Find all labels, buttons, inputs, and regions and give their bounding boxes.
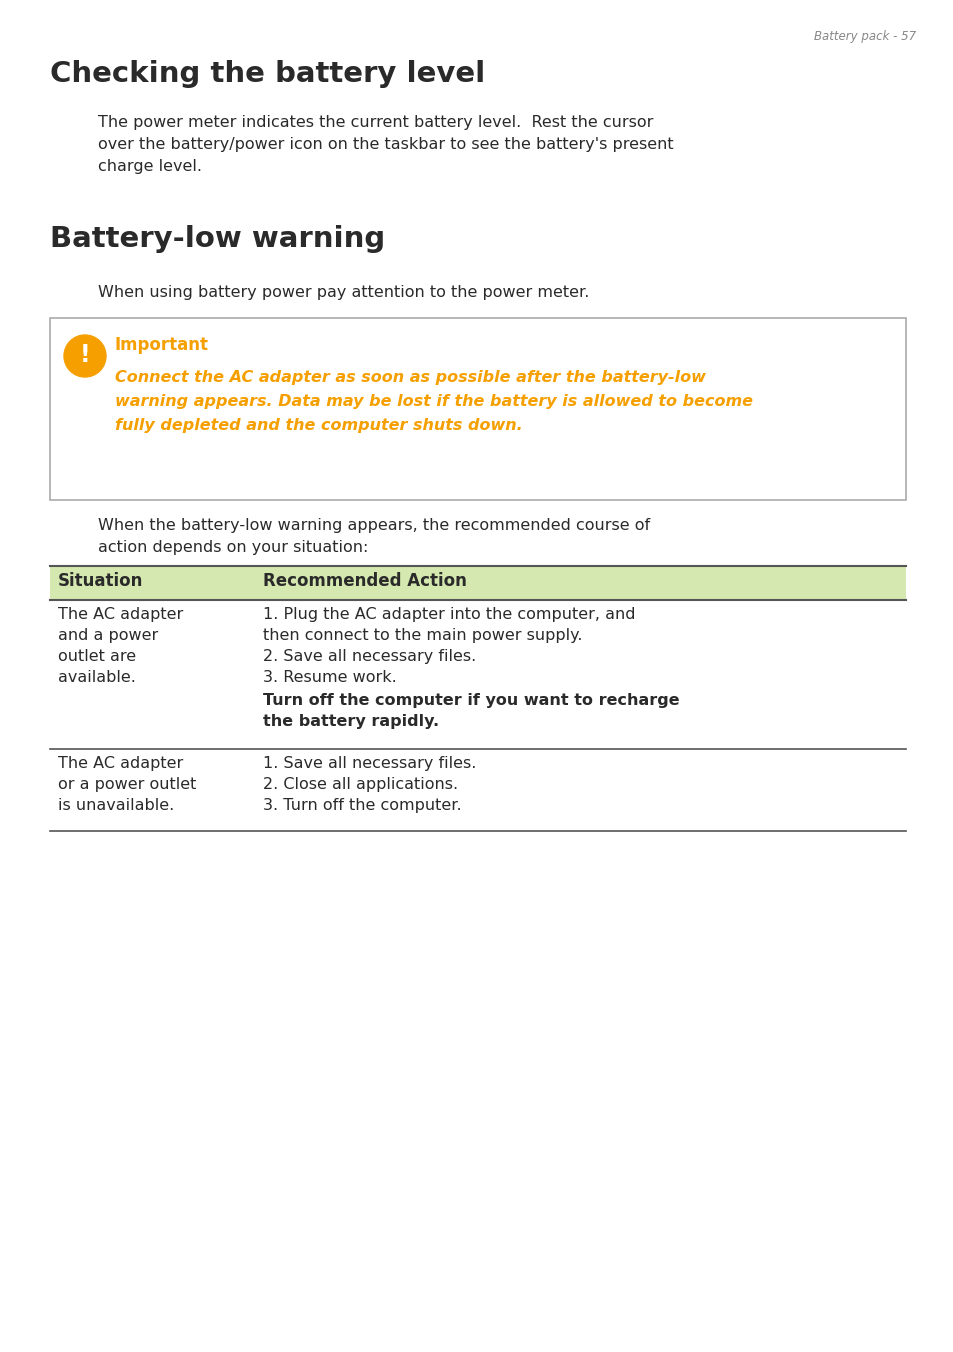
FancyBboxPatch shape [50, 566, 905, 600]
Text: outlet are: outlet are [58, 649, 136, 664]
Text: When the battery-low warning appears, the recommended course of: When the battery-low warning appears, th… [98, 518, 649, 533]
Text: Checking the battery level: Checking the battery level [50, 59, 485, 88]
Text: Battery-low warning: Battery-low warning [50, 224, 385, 253]
Text: action depends on your situation:: action depends on your situation: [98, 539, 368, 556]
Text: Connect the AC adapter as soon as possible after the battery-low: Connect the AC adapter as soon as possib… [115, 370, 705, 385]
Text: The AC adapter: The AC adapter [58, 756, 183, 771]
Text: warning appears. Data may be lost if the battery is allowed to become: warning appears. Data may be lost if the… [115, 393, 752, 410]
Text: The power meter indicates the current battery level.  Rest the cursor: The power meter indicates the current ba… [98, 115, 653, 130]
Text: the battery rapidly.: the battery rapidly. [263, 714, 438, 729]
Text: When using battery power pay attention to the power meter.: When using battery power pay attention t… [98, 285, 589, 300]
Text: Turn off the computer if you want to recharge: Turn off the computer if you want to rec… [263, 694, 679, 708]
Text: is unavailable.: is unavailable. [58, 798, 174, 813]
Text: The AC adapter: The AC adapter [58, 607, 183, 622]
Text: 3. Resume work.: 3. Resume work. [263, 671, 396, 685]
Text: 1. Plug the AC adapter into the computer, and: 1. Plug the AC adapter into the computer… [263, 607, 635, 622]
Text: 3. Turn off the computer.: 3. Turn off the computer. [263, 798, 461, 813]
Text: Situation: Situation [58, 572, 143, 589]
Text: available.: available. [58, 671, 135, 685]
Text: then connect to the main power supply.: then connect to the main power supply. [263, 627, 582, 644]
Text: charge level.: charge level. [98, 160, 202, 174]
Text: fully depleted and the computer shuts down.: fully depleted and the computer shuts do… [115, 418, 522, 433]
Text: 2. Close all applications.: 2. Close all applications. [263, 777, 457, 792]
Text: 1. Save all necessary files.: 1. Save all necessary files. [263, 756, 476, 771]
Text: !: ! [80, 343, 91, 366]
Circle shape [64, 335, 106, 377]
Text: 2. Save all necessary files.: 2. Save all necessary files. [263, 649, 476, 664]
Text: or a power outlet: or a power outlet [58, 777, 196, 792]
Text: Battery pack - 57: Battery pack - 57 [813, 30, 915, 43]
Text: over the battery/power icon on the taskbar to see the battery's present: over the battery/power icon on the taskb… [98, 137, 673, 151]
Text: and a power: and a power [58, 627, 158, 644]
Text: Recommended Action: Recommended Action [263, 572, 466, 589]
FancyBboxPatch shape [50, 318, 905, 500]
Text: Important: Important [115, 337, 209, 354]
